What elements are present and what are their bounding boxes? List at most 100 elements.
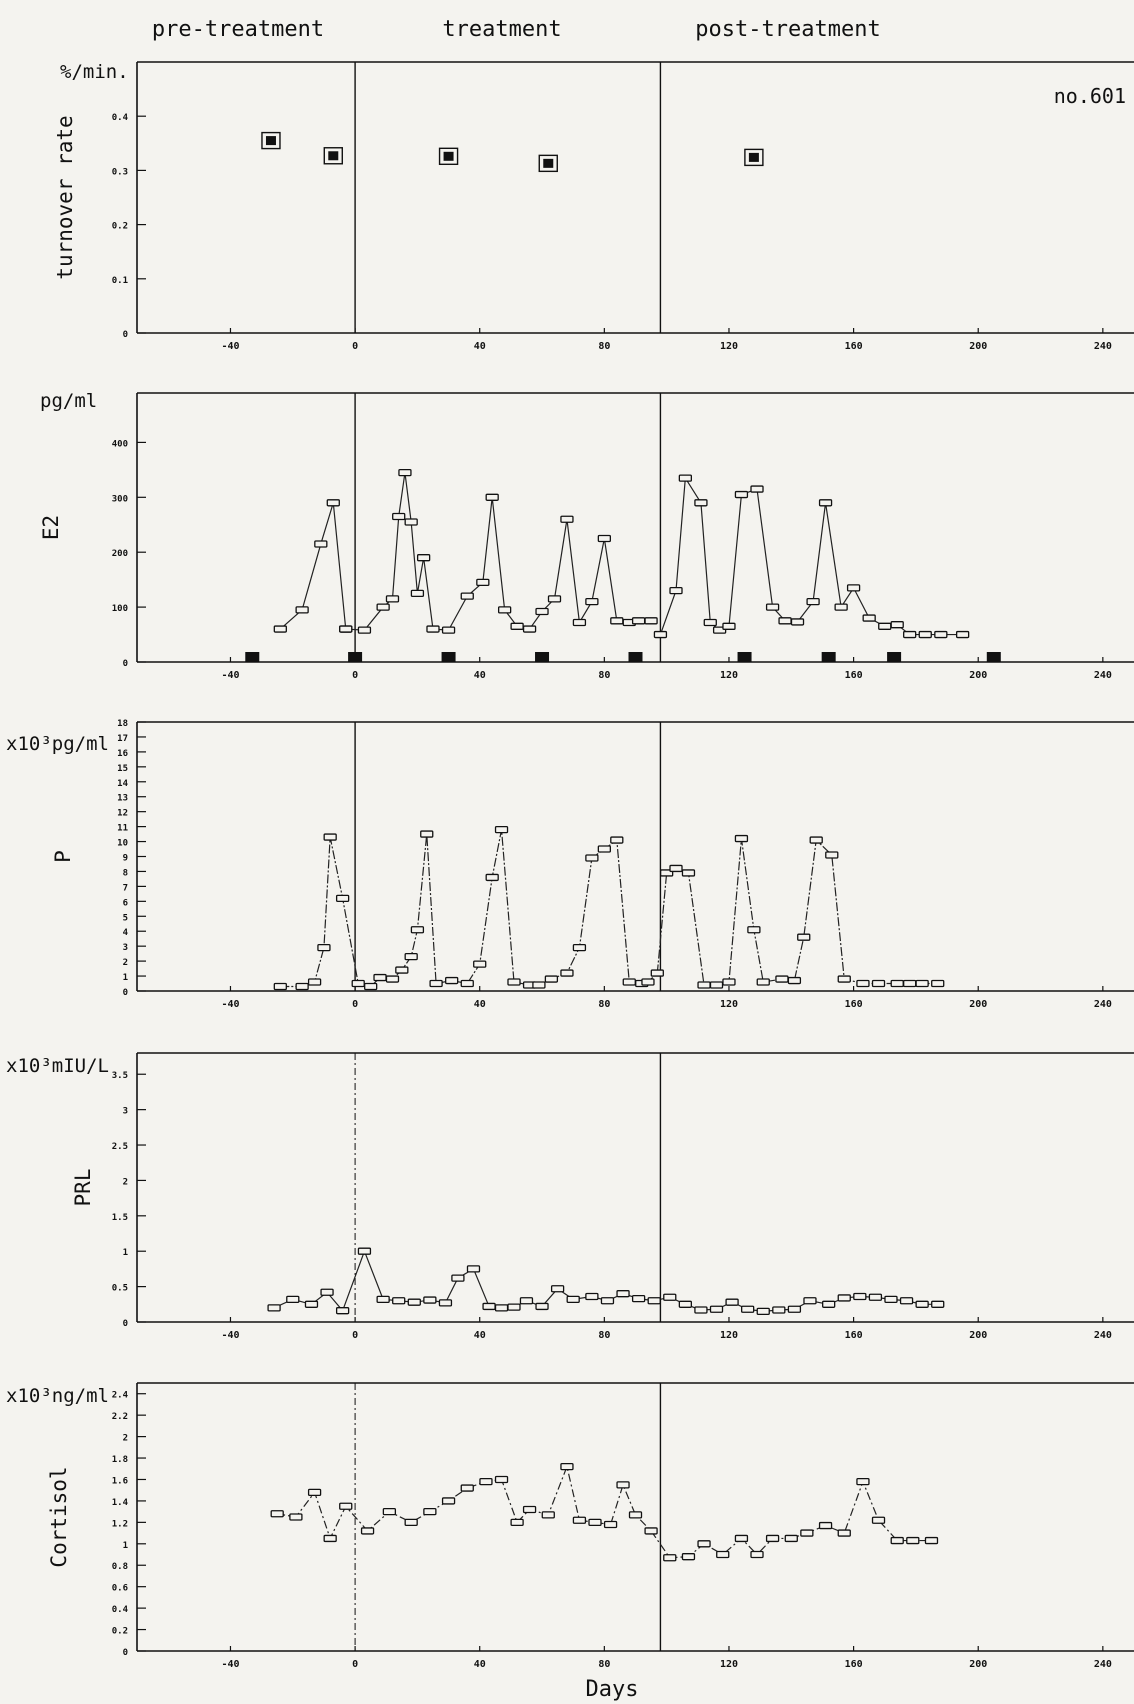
data-point [560,515,574,523]
data-point [429,979,443,988]
data-point [610,836,624,844]
y-tick-label: 8 [123,868,128,878]
data-point [903,630,917,639]
data-point [903,979,917,988]
data-point [441,1497,456,1505]
data-point [585,1292,599,1301]
y-tick-label: 0.5 [112,1284,128,1294]
panel-turnover: %/min. turnover rate 0 0.1 0.2 0.3 0.4 -40 0 40 80… [53,61,1134,352]
data-point [538,154,558,173]
data-point [871,979,886,988]
data-point [934,630,948,639]
x-tick-label: 160 [845,1659,863,1670]
data-point [451,1274,465,1282]
data-point [473,960,487,968]
data-point-fill [328,151,339,161]
data-point [747,926,761,934]
data-point [631,617,646,625]
data-point [261,131,281,150]
data-point [709,981,724,989]
x-tick-label: 200 [969,1330,987,1341]
data-point [837,1294,851,1302]
phase-label-treatment: treatment [442,17,561,42]
data-point [871,1516,886,1524]
data-point [899,1297,914,1305]
x-tick-label: 120 [720,670,738,681]
x-tick-label: 0 [352,1330,358,1341]
data-point [326,499,340,507]
baseline-marker [887,652,902,662]
phase-label-post: post-treatment [695,17,880,42]
y-tick-label: 10 [117,839,128,849]
y-tick-label: 14 [117,779,128,789]
x-tick-label: -40 [221,341,239,352]
data-point [697,981,711,989]
data-point [289,1513,303,1521]
x-tick-label: 120 [720,1330,738,1341]
data-point [273,982,287,991]
x-tick-label: 40 [474,1659,486,1670]
data-point [681,869,696,877]
data-point [550,1285,565,1293]
data-point [314,540,328,548]
y-axis-label-prl: PRL [71,1169,95,1207]
data-point [806,597,820,606]
data-point [722,978,736,986]
series-line-e2 [279,502,347,630]
x-tick-label: 160 [845,1330,863,1341]
y-tick-label: 0 [123,659,128,669]
data-point [438,1299,453,1307]
data-point [476,578,490,587]
data-point [547,595,562,603]
x-tick-label: 160 [845,670,863,681]
data-point [541,1511,555,1519]
y-tick-label: 0.8 [112,1562,128,1572]
data-point [510,1518,524,1527]
data-point [544,975,559,983]
data-point [641,978,655,986]
y-tick-label: 6 [123,898,128,908]
y-tick-label: 0 [123,1319,128,1329]
data-point [756,1307,770,1316]
data-point [663,1293,677,1301]
data-point [818,1521,833,1530]
data-point [697,1540,711,1548]
y-tick-label: 7 [123,883,128,893]
data-point [631,1294,646,1303]
data-point [392,512,406,521]
y-tick-label: 1 [123,1248,128,1258]
data-point [382,1507,397,1516]
data-point [522,625,537,633]
data-point [784,1534,798,1543]
y-tick-label: 0.2 [112,1627,128,1637]
data-point [775,975,789,983]
data-point [522,1505,537,1514]
data-point [339,1502,353,1510]
data-point [307,978,322,986]
data-point [532,981,546,989]
data-point [834,603,848,611]
data-point [507,978,521,986]
unit-label-turnover: %/min. [60,61,129,83]
data-point [376,603,390,611]
y-tick-label: 300 [112,494,128,504]
data-point [622,978,636,986]
data-point [510,622,524,630]
data-point [360,1527,375,1535]
data-point [560,1462,574,1471]
data-point [800,1529,814,1537]
data-point [494,1475,509,1484]
data-point [410,589,425,598]
data-point [426,625,440,633]
y-tick-label: 0.1 [112,276,128,286]
data-point [803,1297,817,1305]
data-point [566,1295,580,1303]
data-point [494,825,509,834]
data-point [818,499,833,507]
data-point [955,630,970,639]
data-point [323,833,337,841]
x-tick-label: 40 [474,1330,486,1341]
data-point [918,630,932,639]
data-point [438,147,459,166]
baseline-marker [737,652,752,662]
